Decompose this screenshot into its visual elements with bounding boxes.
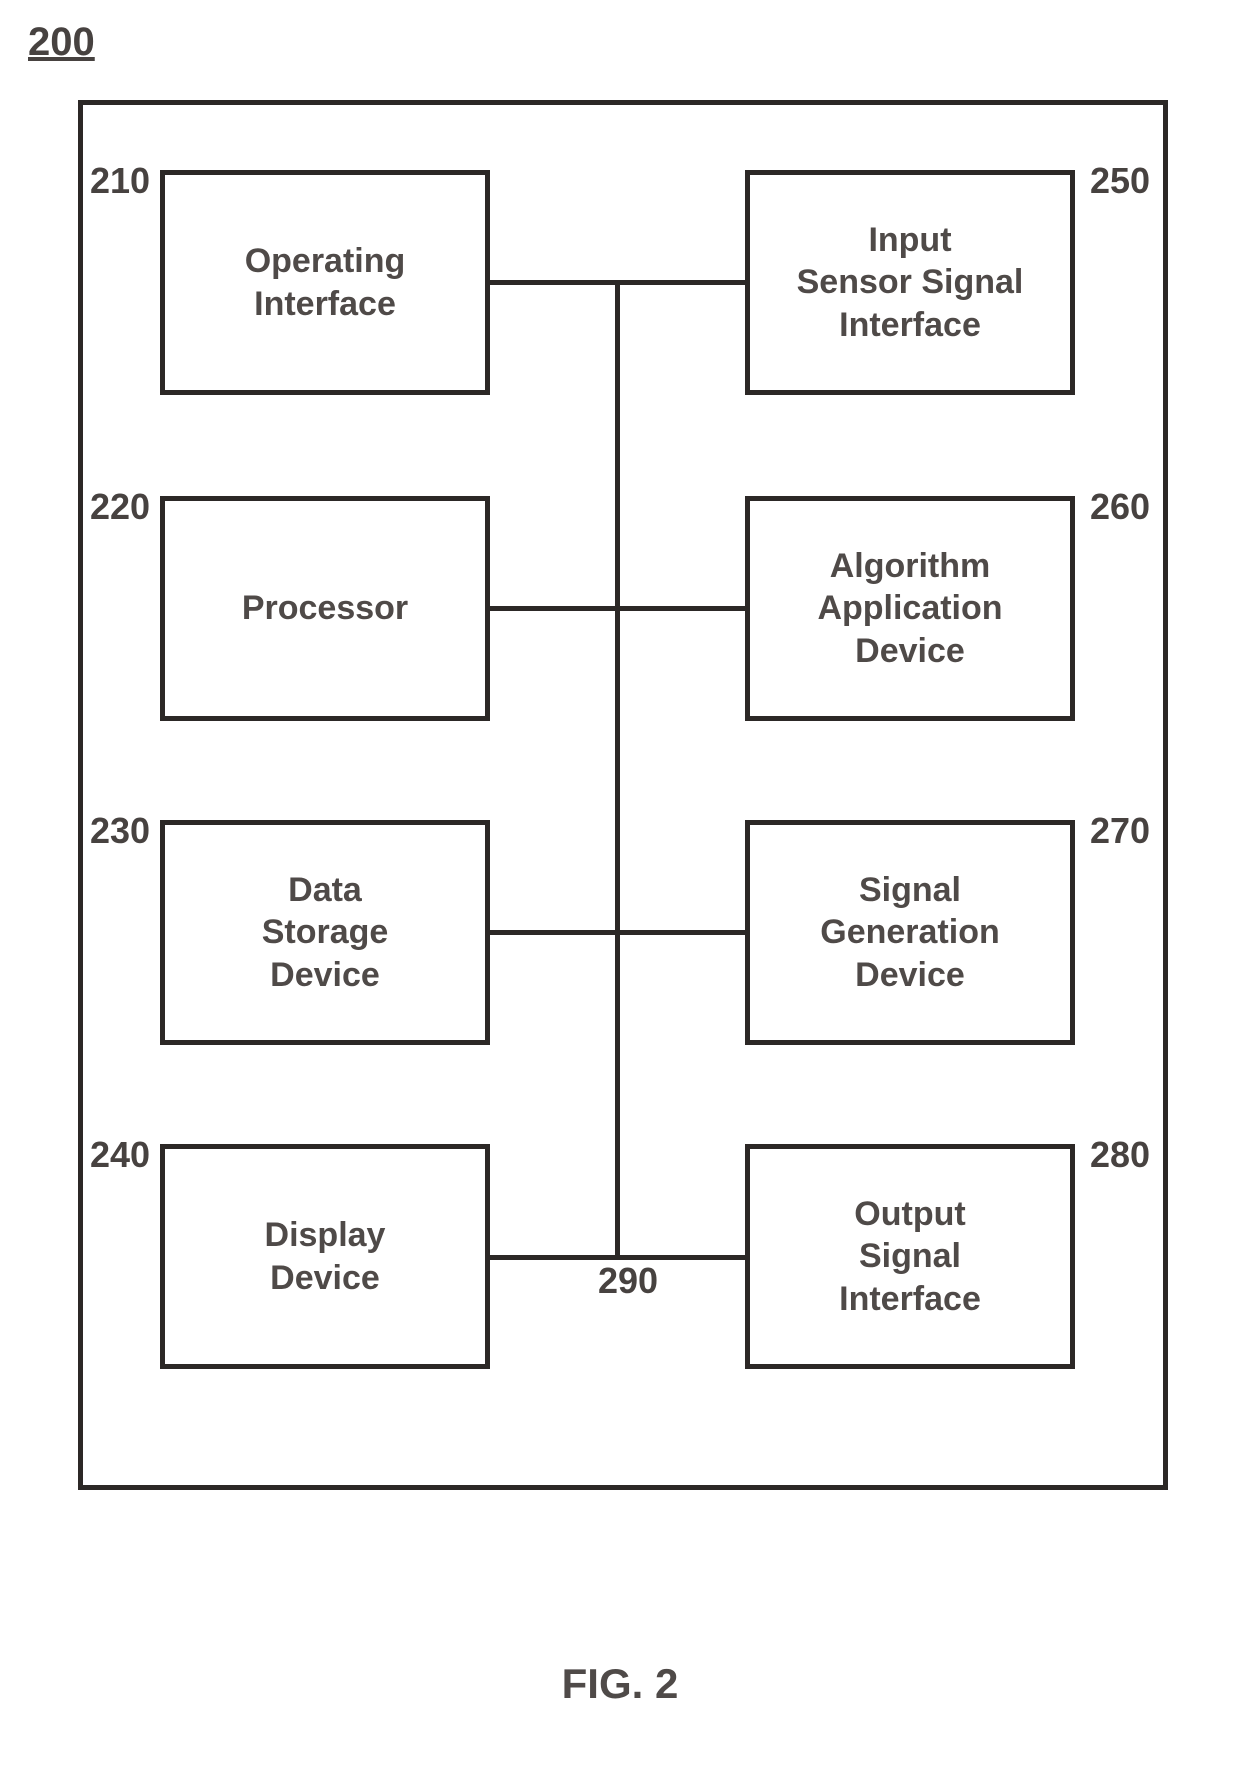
bus-ref-label: 290: [598, 1260, 658, 1302]
block-label: OperatingInterface: [245, 240, 406, 325]
block-label: DisplayDevice: [265, 1214, 386, 1299]
ref-210: 210: [90, 160, 150, 202]
bus-vertical: [615, 280, 620, 1260]
block-data-storage-device: DataStorageDevice: [160, 820, 490, 1045]
block-label: DataStorageDevice: [262, 869, 389, 997]
block-label: SignalGenerationDevice: [820, 869, 999, 997]
ref-220: 220: [90, 486, 150, 528]
block-signal-generation-device: SignalGenerationDevice: [745, 820, 1075, 1045]
bus-conn-0-right: [615, 280, 746, 285]
figure-number: 200: [28, 20, 95, 65]
block-processor: Processor: [160, 496, 490, 721]
block-input-sensor-signal-interface: InputSensor SignalInterface: [745, 170, 1075, 395]
figure-caption: FIG. 2: [0, 1660, 1240, 1708]
ref-250: 250: [1090, 160, 1150, 202]
ref-260: 260: [1090, 486, 1150, 528]
ref-270: 270: [1090, 810, 1150, 852]
block-algorithm-application-device: AlgorithmApplicationDevice: [745, 496, 1075, 721]
bus-conn-1-left: [490, 606, 620, 611]
block-label: OutputSignalInterface: [839, 1193, 981, 1321]
ref-280: 280: [1090, 1134, 1150, 1176]
ref-230: 230: [90, 810, 150, 852]
block-label: AlgorithmApplicationDevice: [817, 545, 1002, 673]
bus-conn-2-left: [490, 930, 620, 935]
ref-240: 240: [90, 1134, 150, 1176]
block-label: Processor: [242, 587, 408, 630]
block-label: InputSensor SignalInterface: [797, 219, 1024, 347]
block-display-device: DisplayDevice: [160, 1144, 490, 1369]
bus-conn-1-right: [615, 606, 746, 611]
bus-conn-0-left: [490, 280, 620, 285]
block-output-signal-interface: OutputSignalInterface: [745, 1144, 1075, 1369]
bus-conn-2-right: [615, 930, 746, 935]
block-operating-interface: OperatingInterface: [160, 170, 490, 395]
